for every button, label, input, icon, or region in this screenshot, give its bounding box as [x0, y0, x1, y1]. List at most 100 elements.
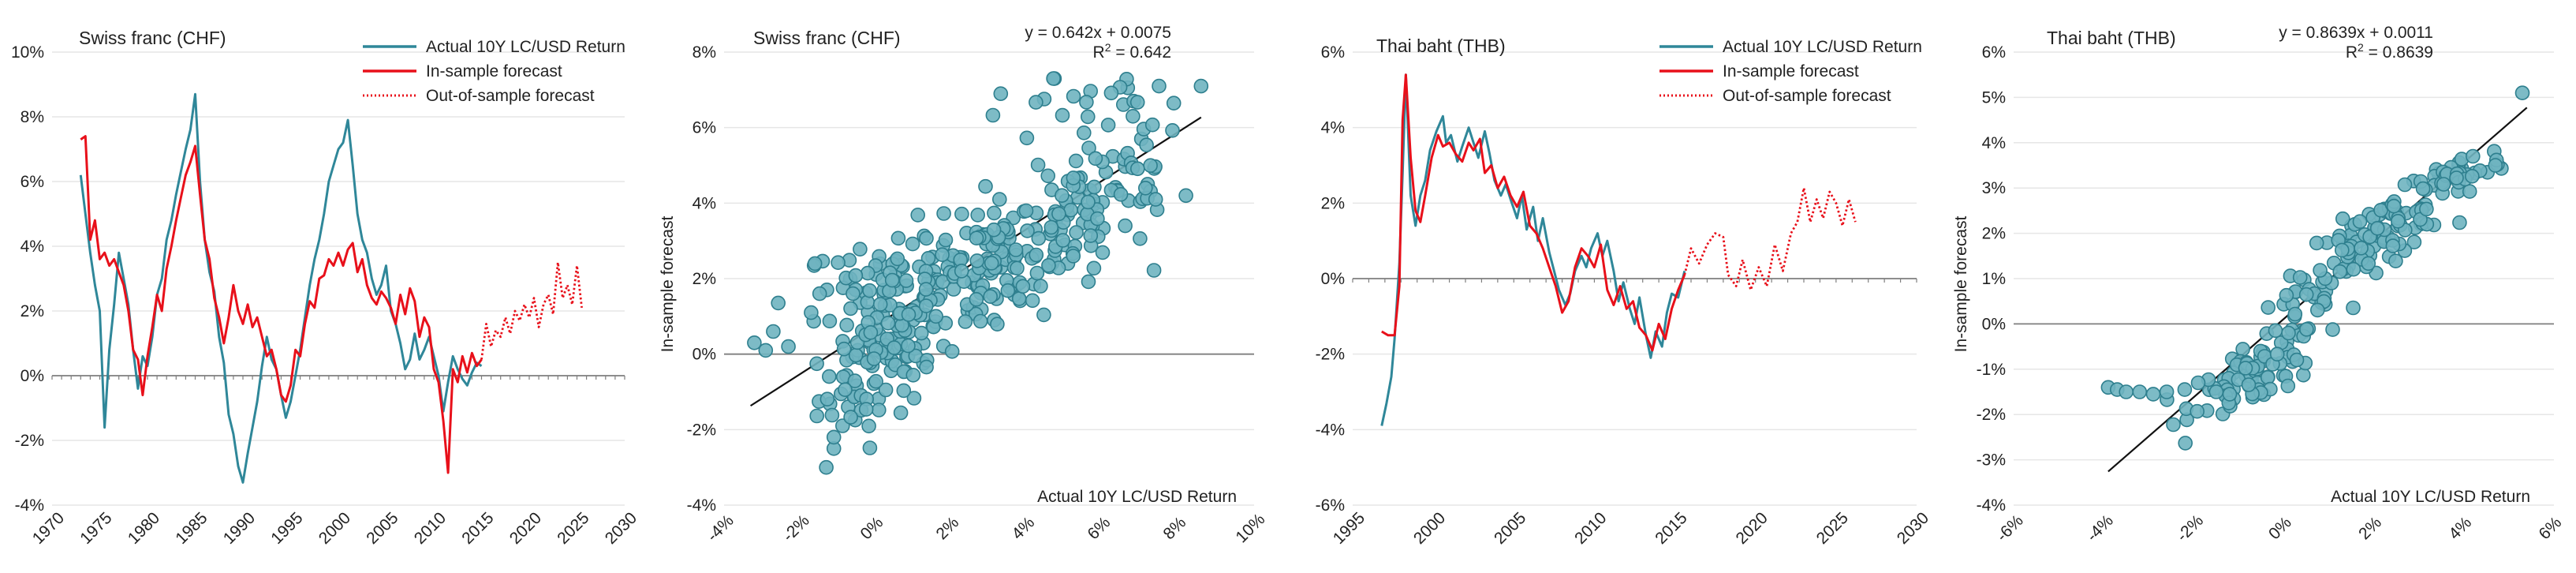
x-tick-label: 1995 — [1330, 509, 1368, 548]
scatter-point — [1103, 85, 1119, 101]
thb-line-chart: -6% -4% -2% 0% 2% 4% 6% 1995 2000 2005 2010 2015 202… — [1316, 36, 1932, 548]
thb-scatter-r-squared: R2 = 0.8639 — [2346, 41, 2433, 62]
scatter-point — [771, 295, 786, 311]
thb-scatter-equation: y = 0.8639x + 0.0011 — [2279, 24, 2433, 42]
scatter-point — [2269, 346, 2285, 362]
x-tick-label: 2000 — [315, 509, 354, 548]
scatter-point — [2119, 384, 2134, 399]
scatter-point — [896, 383, 912, 399]
scatter-point — [1090, 211, 1105, 227]
chf-line-title: Swiss franc (CHF) — [79, 28, 226, 48]
x-tick-label: 0% — [857, 514, 887, 544]
scatter-point — [878, 382, 894, 398]
x-tick-label: 1970 — [29, 509, 68, 548]
scatter-point — [938, 232, 954, 248]
scatter-point — [2280, 378, 2296, 394]
scatter-point — [935, 247, 950, 263]
scatter-point — [918, 282, 934, 297]
scatter-point — [868, 373, 883, 389]
chf-scatter-x-axis-label: Actual 10Y LC/USD Return — [1037, 488, 1237, 506]
x-tick-label: 6% — [1085, 514, 1114, 544]
y-tick-label: 4% — [1321, 119, 1345, 137]
chf-line-chart: -4% -2% 0% 2% 4% 6% 8% 10% 1970 1975 1980 1985 1990 1… — [11, 28, 640, 548]
y-tick-label: 5% — [1982, 88, 2006, 107]
y-tick-label: -4% — [15, 496, 44, 515]
scatter-point — [2241, 377, 2257, 392]
scatter-point — [1081, 274, 1096, 290]
scatter-point — [1088, 151, 1103, 167]
chf-scatter-equation: y = 0.642x + 0.0075 — [1025, 24, 1171, 42]
scatter-point — [880, 315, 896, 331]
scatter-point — [1139, 137, 1154, 152]
scatter-point — [890, 251, 905, 267]
x-tick-label: 2000 — [1410, 509, 1449, 548]
legend-label-out-of-sample: Out-of-sample forecast — [1723, 87, 1891, 105]
scatter-point — [1029, 247, 1044, 263]
scatter-point — [2298, 286, 2314, 302]
scatter-point — [2190, 403, 2205, 419]
y-tick-label: 6% — [1321, 43, 1345, 62]
scatter-point — [2388, 253, 2403, 269]
x-tick-label: 2030 — [602, 509, 640, 548]
x-tick-label: -4% — [2083, 511, 2117, 545]
scatter-point — [1113, 187, 1129, 202]
scatter-point — [2436, 177, 2451, 192]
scatter-point — [1081, 140, 1096, 155]
scatter-point — [2352, 214, 2368, 230]
y-tick-label: 2% — [693, 270, 716, 288]
x-tick-label: 2020 — [1732, 509, 1771, 548]
scatter-point — [984, 256, 999, 271]
y-tick-label: 1% — [1982, 270, 2006, 288]
scatter-point — [872, 403, 887, 418]
scatter-point — [1008, 242, 1024, 257]
y-tick-label: 10% — [11, 43, 44, 62]
scatter-point — [843, 410, 858, 425]
x-tick-label: 2005 — [1491, 509, 1529, 548]
scatter-point — [1046, 71, 1061, 86]
scatter-point — [2465, 169, 2480, 184]
scatter-point — [2406, 234, 2422, 250]
scatter-point — [887, 340, 902, 355]
scatter-point — [1055, 188, 1070, 203]
scatter-point — [1025, 293, 1040, 309]
scatter-point — [2289, 352, 2305, 368]
x-tick-label: 0% — [2265, 514, 2295, 544]
scatter-point — [822, 313, 838, 329]
y-tick-label: -6% — [1316, 496, 1345, 515]
scatter-point — [1130, 161, 1145, 177]
chf-line-axes: -4% -2% 0% 2% 4% 6% 8% 10% 1970 1975 1980 1985 1990 1… — [11, 43, 640, 548]
scatter-point — [809, 408, 824, 424]
y-tick-label: 0% — [693, 346, 716, 364]
scatter-point — [1055, 233, 1070, 248]
thb-line-series — [1380, 73, 1857, 426]
scatter-point — [1144, 117, 1160, 133]
chf-scatter-points — [747, 71, 1209, 475]
scatter-point — [862, 283, 877, 298]
scatter-point — [944, 343, 960, 359]
scatter-point — [910, 208, 925, 223]
scatter-point — [1095, 245, 1111, 260]
scatter-point — [2361, 256, 2376, 272]
scatter-point — [2145, 387, 2161, 402]
scatter-point — [872, 297, 888, 312]
scatter-point — [1011, 291, 1027, 306]
scatter-point — [836, 341, 852, 357]
scatter-point — [901, 338, 916, 354]
scatter-point — [954, 264, 969, 279]
y-tick-label: 6% — [693, 119, 716, 137]
y-tick-label: -2% — [1977, 406, 2006, 424]
chf-line-gridlines — [52, 51, 625, 506]
scatter-point — [2415, 181, 2431, 197]
y-tick-label: -4% — [1316, 421, 1345, 439]
scatter-point — [919, 230, 934, 246]
scatter-point — [1138, 181, 1153, 196]
x-tick-label: -4% — [704, 511, 737, 545]
scatter-point — [1015, 279, 1031, 294]
scatter-point — [1086, 260, 1102, 276]
scatter-point — [969, 253, 985, 268]
scatter-point — [822, 369, 837, 384]
scatter-point — [919, 359, 934, 375]
legend-label-actual: Actual 10Y LC/USD Return — [1723, 38, 1922, 56]
x-tick-label: 2015 — [1652, 509, 1690, 548]
scatter-point — [905, 236, 920, 252]
